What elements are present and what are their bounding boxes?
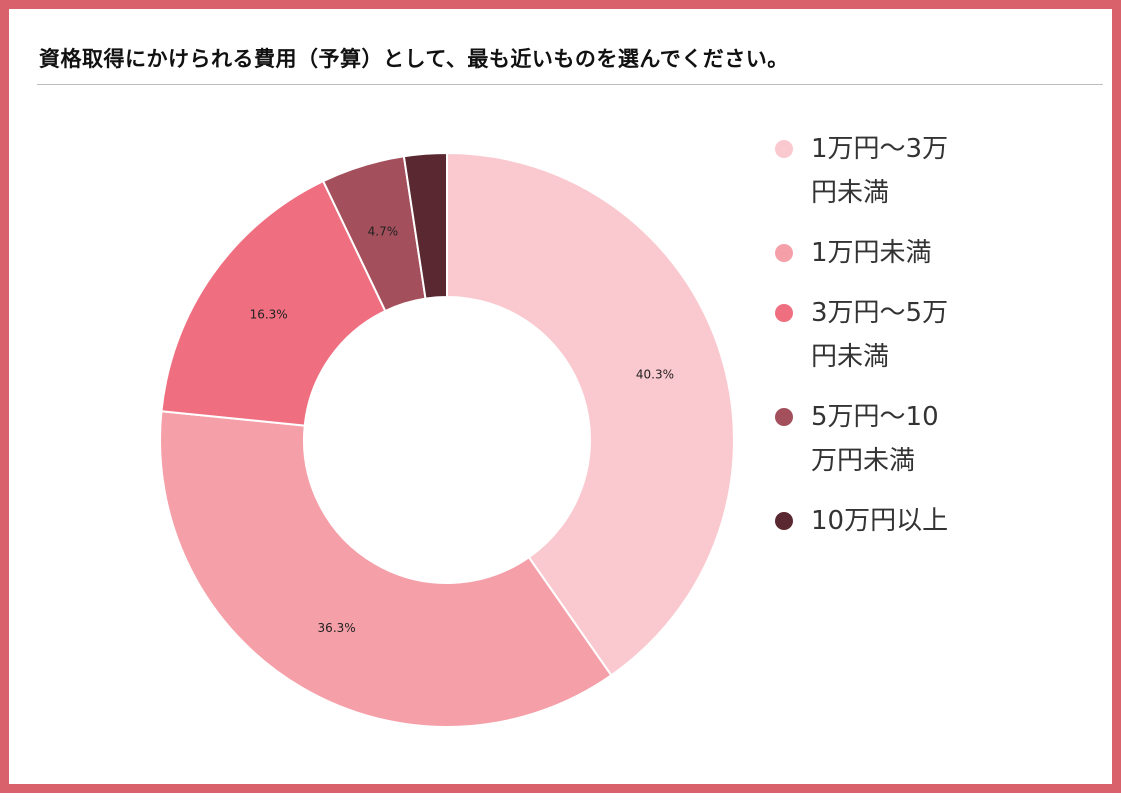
title-divider (37, 84, 1103, 85)
legend-item-1: 1万円〜3万 円未満 (775, 127, 995, 215)
legend-label-line1: 3万円〜5万 (811, 298, 949, 328)
legend-label-line1: 1万円〜3万 (811, 134, 949, 164)
legend-swatch (775, 512, 793, 530)
legend-item-5: 10万円以上 (775, 499, 995, 543)
donut-slice-1 (446, 151, 735, 677)
legend-item-3: 3万円〜5万 円未満 (775, 291, 995, 379)
legend-label-line2: 万円未満 (811, 446, 916, 476)
legend-label-line1: 5万円〜10 (811, 402, 939, 432)
donut-chart: 40.3% 36.3% 16.3% 4.7% (159, 151, 735, 728)
legend-swatch (775, 140, 793, 158)
donut-slice-2 (159, 410, 613, 728)
legend-swatch (775, 408, 793, 426)
donut-slice-5 (402, 151, 448, 300)
legend-swatch (775, 244, 793, 262)
legend-item-4: 5万円〜10 万円未満 (775, 395, 995, 483)
legend-label-line2: 円未満 (811, 178, 890, 208)
legend-item-2: 1万円未満 (775, 231, 995, 275)
chart-legend: 1万円〜3万 円未満 1万円未満 3万円〜5万 円未満 5万円〜10 万円未満 10万円以上 (775, 127, 995, 559)
data-label-1: 40.3% (636, 368, 674, 382)
legend-label-line1: 10万円以上 (811, 506, 949, 536)
data-label-2: 36.3% (318, 621, 356, 635)
legend-swatch (775, 304, 793, 322)
data-label-4: 4.7% (368, 225, 399, 239)
data-label-3: 16.3% (250, 308, 288, 322)
chart-title: 資格取得にかけられる費用（予算）として、最も近いものを選んでください。 (39, 47, 789, 71)
legend-label-line2: 円未満 (811, 342, 890, 372)
legend-label-line1: 1万円未満 (811, 238, 932, 268)
donut-slice-3 (160, 179, 387, 427)
